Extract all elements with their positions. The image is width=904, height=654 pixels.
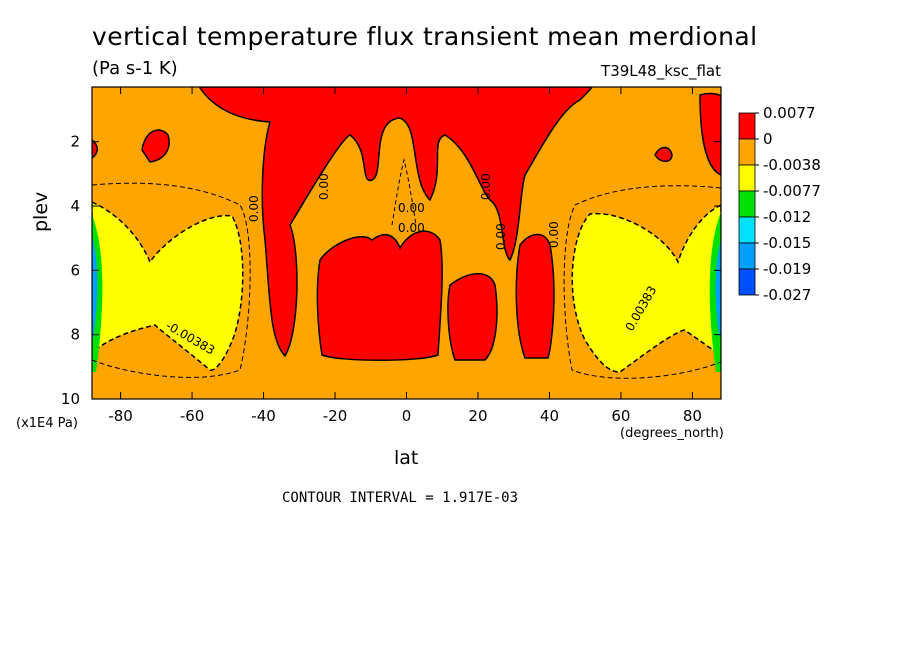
contour-interval: CONTOUR INTERVAL = 1.917E-03 — [282, 490, 519, 506]
x-tick-label: -40 — [251, 407, 276, 425]
contour-label: 0.00 — [494, 223, 508, 250]
x-axis-units: (degrees_north) — [620, 426, 724, 441]
chart-title: vertical temperature flux transient mean… — [92, 22, 758, 51]
colorbar-swatch — [738, 242, 756, 270]
field-positive-top — [199, 87, 593, 358]
contour-dashed-left-outer — [92, 182, 251, 378]
y-tick-label: 2 — [70, 133, 80, 151]
colorbar-level-label: 0.0077 — [763, 104, 816, 122]
x-axis-label: lat — [394, 447, 419, 469]
colorbar-level-label: -0.027 — [763, 286, 811, 304]
colorbar-level-label: -0.015 — [763, 234, 811, 252]
contour-label: 0.00 — [547, 221, 561, 248]
contour-label: 0.00 — [247, 195, 261, 222]
field-negative-right-edge — [709, 212, 721, 372]
x-tick-label: 20 — [468, 407, 487, 425]
x-tick-label: -80 — [108, 407, 133, 425]
colorbar-level-label: -0.012 — [763, 208, 811, 226]
chart-units: (Pa s-1 K) — [92, 58, 178, 79]
run-label: T39L48_ksc_flat — [601, 62, 721, 80]
colorbar-swatch — [738, 112, 756, 140]
x-tick-label: 0 — [402, 407, 412, 425]
colorbar-level-label: 0 — [763, 130, 773, 148]
field-negative-left-core — [92, 235, 98, 340]
contour-label: 0.00 — [479, 173, 493, 200]
contour-dashed-center — [391, 158, 417, 226]
colorbar-swatch — [738, 190, 756, 218]
field-positive-small-left — [141, 129, 170, 163]
x-tick-label: 40 — [540, 407, 559, 425]
field-positive-right-lobe — [515, 233, 555, 359]
colorbar-swatch — [738, 164, 756, 192]
y-tick-label: 4 — [70, 197, 80, 215]
contour-label: 0.00 — [398, 221, 425, 235]
colorbar: 0.0077 0 -0.0038 -0.0077 -0.012 -0.015 -0.019 -… — [738, 104, 821, 304]
x-tick-label: -60 — [180, 407, 205, 425]
colorbar-swatch — [738, 138, 756, 166]
colorbar-level-label: -0.019 — [763, 260, 811, 278]
field-negative-right — [571, 204, 721, 373]
y-tick-label: 8 — [70, 326, 80, 344]
x-tick-label: -20 — [323, 407, 348, 425]
y-axis-units: (x1E4 Pa) — [16, 416, 78, 431]
field-negative-right-core — [715, 240, 721, 335]
colorbar-swatch — [738, 216, 756, 244]
field-positive-center-right — [447, 273, 498, 361]
contour-label: 0.00 — [317, 173, 331, 200]
axis-ticks: -80 -60 -40 -20 0 20 40 60 80 2 4 6 8 10 — [61, 87, 721, 425]
y-tick-label: 10 — [61, 390, 80, 408]
colorbar-level-label: -0.0038 — [763, 156, 821, 174]
colorbar-swatch — [738, 268, 756, 296]
field-negative-left — [92, 201, 244, 371]
y-tick-label: 6 — [70, 261, 80, 279]
contour-label: 0.00 — [398, 201, 425, 215]
contour-dashed-right-outer — [563, 185, 721, 379]
colorbar-level-label: -0.0077 — [763, 182, 821, 200]
field-positive-small-right — [654, 146, 673, 163]
field-positive-center — [316, 230, 443, 361]
x-tick-label: 60 — [611, 407, 630, 425]
x-tick-label: 80 — [683, 407, 702, 425]
